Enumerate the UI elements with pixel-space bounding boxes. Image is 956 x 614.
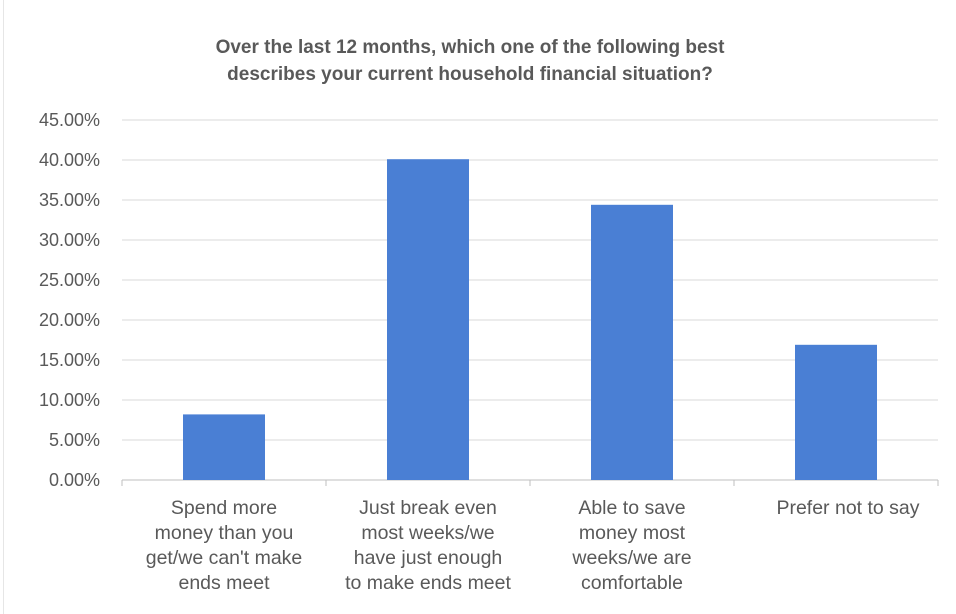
bar xyxy=(387,159,469,480)
x-category-label: Just break even most weeks/we have just en… xyxy=(345,497,511,594)
y-tick-label: 35.00% xyxy=(39,190,100,210)
x-category-label: Able to save money most weeks/we are comfor… xyxy=(571,497,691,594)
y-tick-label: 20.00% xyxy=(39,310,100,330)
y-tick-label: 25.00% xyxy=(39,270,100,290)
y-tick-label: 30.00% xyxy=(39,230,100,250)
bar xyxy=(795,344,877,480)
frame-edge xyxy=(3,0,4,614)
y-tick-label: 15.00% xyxy=(39,350,100,370)
y-tick-label: 5.00% xyxy=(49,430,100,450)
y-tick-label: 40.00% xyxy=(39,150,100,170)
y-tick-label: 10.00% xyxy=(39,390,100,410)
bar xyxy=(591,204,673,481)
bar xyxy=(183,414,265,480)
y-tick-label: 0.00% xyxy=(49,470,100,490)
x-category-label: Spend more money than you get/we can't mak… xyxy=(146,497,303,594)
y-tick-label: 45.00% xyxy=(39,110,100,130)
chart-title: Over the last 12 months, which one of th… xyxy=(215,37,725,85)
x-category-label: Prefer not to say xyxy=(776,497,919,519)
